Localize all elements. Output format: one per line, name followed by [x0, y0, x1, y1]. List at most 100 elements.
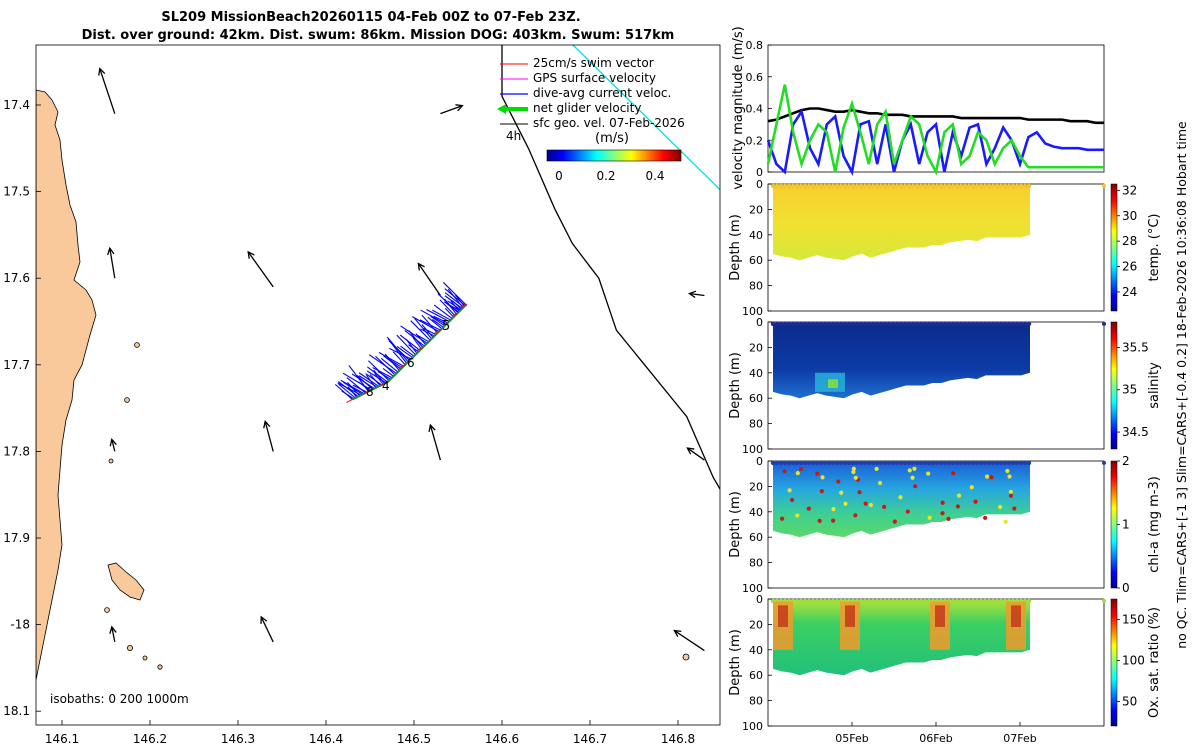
speed-panel: 0 0.2 0.4 0.6 0.8 velocity magnitude (m/s): [731, 26, 1105, 190]
surface-sample-dot: [926, 460, 932, 466]
surface-sample-dot: [966, 321, 972, 327]
surface-sample-dot: [862, 460, 868, 466]
surface-sample-dot: [874, 183, 880, 189]
surface-sample-dot: [802, 460, 808, 466]
surface-sample-dot: [774, 183, 780, 189]
dive-current-vector: [392, 351, 406, 366]
map-colorbar-tick: 0.2: [596, 169, 615, 183]
surface-sample-dot: [902, 598, 908, 604]
chl-sample-dot: [868, 502, 873, 508]
isobaths-label: isobaths: 0 200 1000m: [50, 692, 189, 706]
speed-series-layer: 0 0.2 0.4 0.6 0.8: [746, 39, 1104, 179]
swim-vector: [460, 303, 468, 308]
dive-current-vector: [433, 315, 448, 324]
chl-sample-dot: [851, 466, 856, 471]
speed-ytick-label: 0.8: [746, 39, 764, 52]
dive-current-vector: [412, 316, 440, 333]
surface-sample-dot: [978, 183, 984, 189]
surface-sample-dot: [938, 183, 944, 189]
surface-sample-dot: [1022, 183, 1028, 189]
islet: [127, 645, 134, 652]
colorbar-label: salinity: [1147, 362, 1162, 409]
geo-vector-arrowhead: [686, 447, 695, 455]
surface-sample-dot: [886, 460, 892, 466]
surface-sample-dot: [790, 321, 796, 327]
profile-panel-salinity: 0 20 40 60 80 100 Depth (m) 34.5 35 35.5 salinity: [728, 316, 1162, 456]
surface-sample-dot: [970, 598, 976, 604]
map-frame: [35, 44, 721, 726]
depth-tick-label: 20: [749, 341, 763, 354]
depth-tick-label: 100: [742, 720, 763, 733]
dive-current-vector: [417, 335, 429, 343]
chl-sample-dot: [1008, 493, 1014, 498]
day-label: 5: [442, 319, 450, 334]
legend-dive-label: dive-avg current veloc.: [533, 86, 671, 100]
surface-sample-dot: [990, 460, 996, 466]
surface-sample-dot: [974, 460, 980, 466]
surface-sample-dot: [898, 460, 904, 466]
dive-current-vector: [423, 327, 437, 335]
colorbar: [1110, 460, 1118, 589]
surface-sample-dot: [994, 598, 1000, 604]
island: [107, 562, 145, 601]
surface-sample-dot: [830, 598, 836, 604]
geo-vector-arrowhead: [417, 262, 425, 271]
side-note: no QC. Tlim=CARS+[-1 3] Slim=CARS+[-0.4 …: [1174, 121, 1189, 649]
islet: [108, 458, 114, 464]
surface-sample-dot: [874, 598, 880, 604]
dive-current-vector: [365, 373, 383, 386]
depth-tick-label: 60: [749, 669, 763, 682]
depth-tick-label: 40: [749, 644, 763, 657]
geo-vector-arrow: [440, 105, 463, 115]
colorbar-marker-dot: [1102, 321, 1106, 326]
surface-sample-dot: [974, 598, 980, 604]
surface-sample-dot: [778, 321, 784, 327]
surface-sample-dot: [794, 598, 800, 604]
surface-sample-dot: [1026, 460, 1032, 466]
surface-sample-dot: [930, 183, 936, 189]
surface-sample-dot: [882, 183, 888, 189]
surface-sample-dot: [842, 183, 848, 189]
chl-sample-dot: [817, 518, 822, 524]
surface-sample-dot: [910, 321, 916, 327]
depth-tick-label: 60: [749, 254, 763, 267]
swim-vector: [434, 329, 441, 334]
legend-swim-label: 25cm/s swim vector: [533, 56, 654, 70]
surface-sample-dot: [806, 321, 812, 327]
surface-sample-dot: [990, 598, 996, 604]
geo-vector-arrow: [109, 248, 116, 279]
profile-section-fill: [773, 186, 1030, 261]
surface-sample-dot: [1010, 183, 1016, 189]
dive-current-vector: [341, 390, 355, 400]
chl-sample-dot: [912, 466, 917, 471]
swim-vector: [381, 381, 388, 386]
dive-current-vector: [342, 372, 372, 391]
surface-sample-dot: [998, 460, 1004, 466]
surface-sample-dot: [1014, 183, 1020, 189]
surface-sample-dot: [810, 460, 816, 466]
surface-sample-dot: [874, 460, 880, 466]
oxygen-peak-core: [845, 605, 855, 627]
surface-sample-dot: [954, 321, 960, 327]
surface-sample-dot: [898, 598, 904, 604]
map-ytick-label: 17.4: [3, 98, 30, 112]
surface-sample-dot: [866, 460, 872, 466]
surface-sample-dot: [922, 183, 928, 189]
surface-sample-dot: [914, 598, 920, 604]
dive-current-vector: [421, 314, 438, 334]
day-label: 4: [382, 379, 390, 393]
surface-sample-dot: [922, 598, 928, 604]
surface-sample-dot: [1006, 321, 1012, 327]
dive-current-vector: [443, 301, 460, 313]
profile-panel-chla: 0 20 40 60 80 100 Depth (m) 0 1 2 chl-a (mg m-3): [728, 454, 1162, 595]
surface-sample-dot: [838, 460, 844, 466]
dive-current-vector: [404, 330, 425, 347]
dive-current-vector: [419, 319, 441, 331]
surface-sample-dot: [890, 460, 896, 466]
surface-sample-dot: [986, 321, 992, 327]
chl-sample-dot: [910, 475, 915, 480]
surface-sample-dot: [790, 183, 796, 189]
depth-tick-label: 0: [756, 593, 763, 606]
surface-sample-dot: [834, 460, 840, 466]
colorbar: [1110, 321, 1118, 450]
